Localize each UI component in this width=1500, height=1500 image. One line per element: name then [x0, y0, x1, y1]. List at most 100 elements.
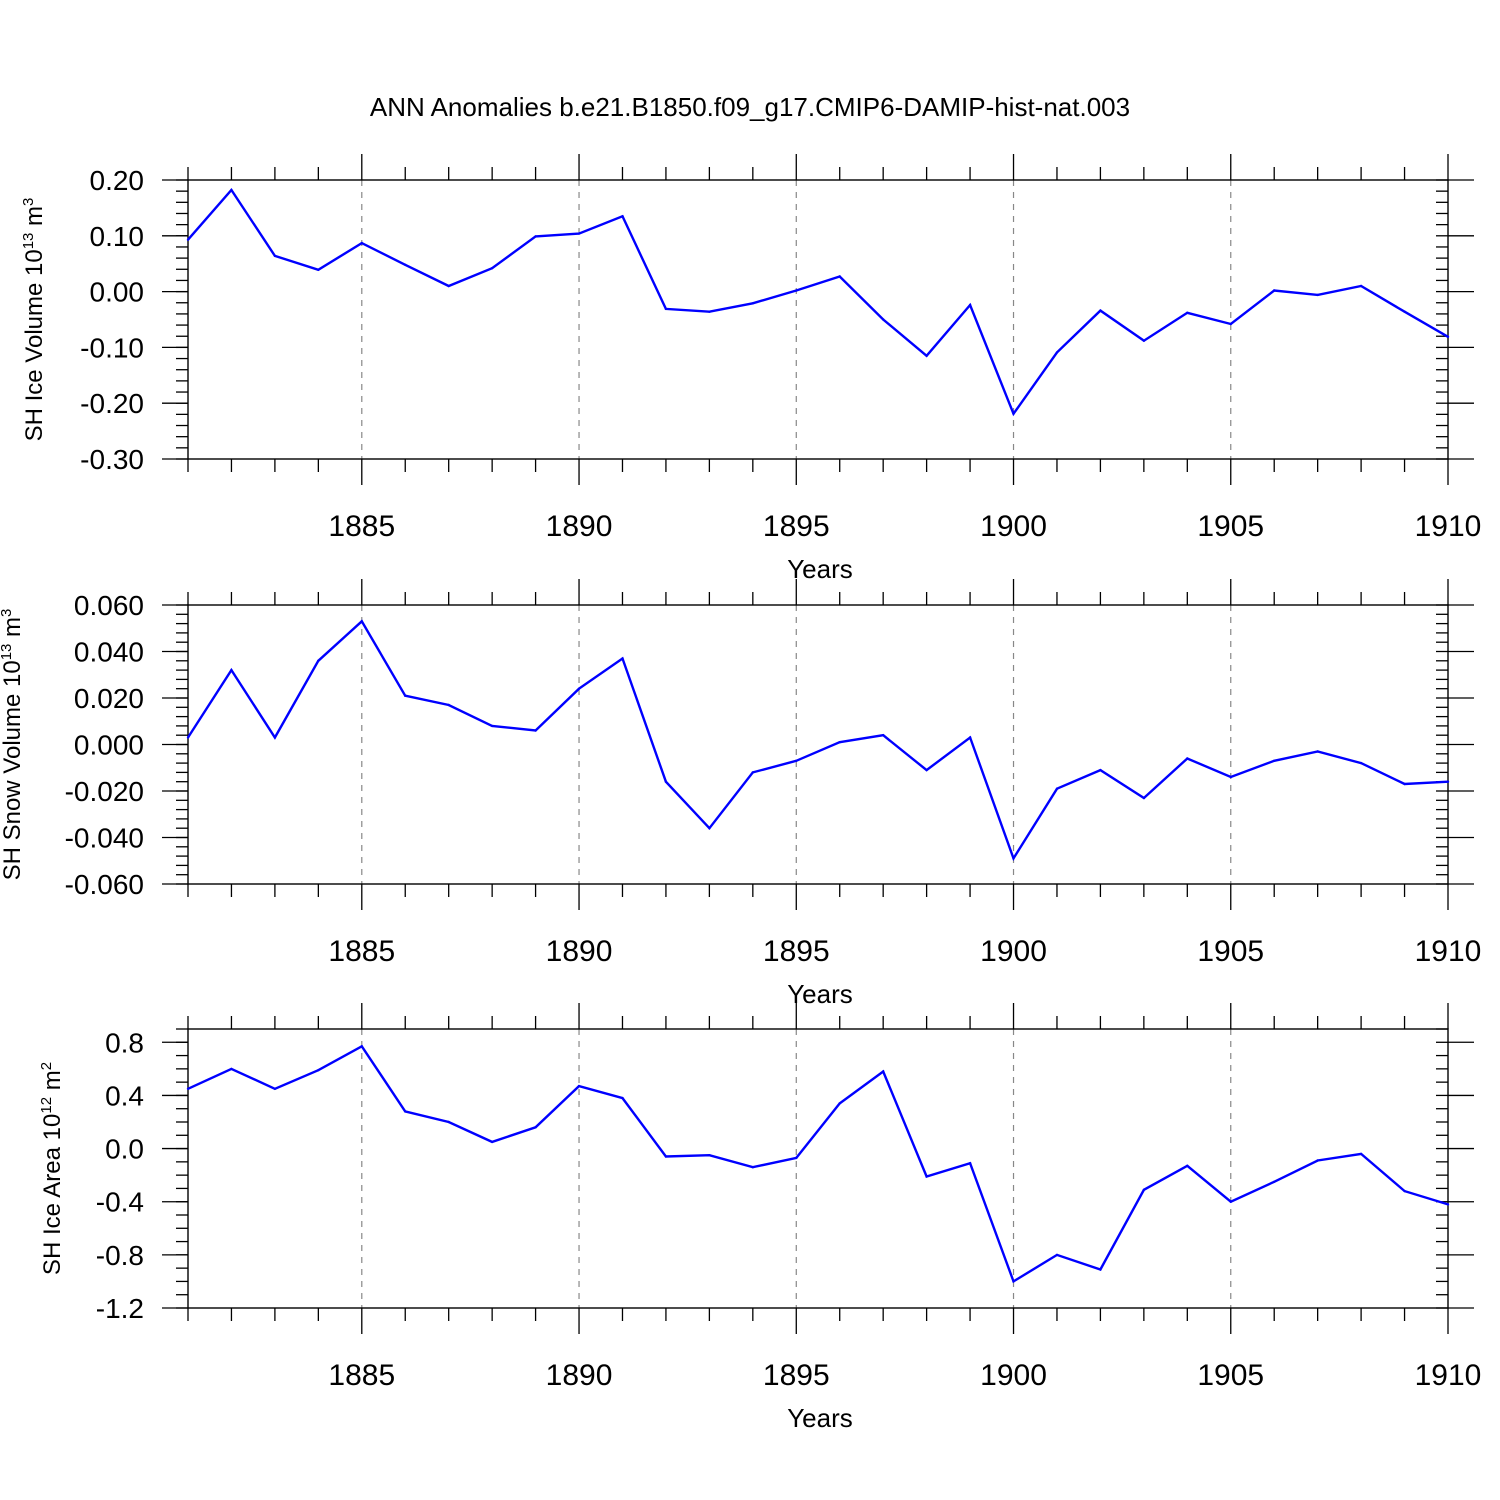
data-point	[751, 302, 754, 305]
data-point	[1316, 1159, 1319, 1162]
data-point	[1099, 768, 1102, 772]
data-point	[1316, 750, 1319, 753]
data-point	[838, 741, 841, 744]
y-tick-label: -0.20	[80, 388, 144, 419]
data-point	[1186, 1164, 1189, 1168]
data-point	[577, 1084, 581, 1088]
data-point	[1403, 782, 1406, 786]
y-tick-label: -1.2	[96, 1293, 144, 1324]
y-tick-label: 0.10	[90, 221, 145, 252]
y-axis-label: SH Snow Volume 1013 m3	[0, 609, 26, 881]
y-tick-label: 0.20	[90, 165, 145, 196]
data-point	[317, 1069, 320, 1072]
data-point	[1099, 309, 1102, 312]
data-point	[1273, 759, 1276, 762]
data-point	[577, 232, 581, 235]
data-point	[1229, 322, 1233, 326]
data-point	[1446, 1203, 1450, 1206]
data-point	[1359, 761, 1363, 765]
data-point	[1446, 780, 1450, 783]
y-axis-label: SH Ice Volume 1013 m3	[20, 198, 48, 442]
x-tick-label: 1885	[328, 1359, 395, 1392]
data-point	[1229, 775, 1233, 779]
data-point	[751, 771, 754, 774]
x-tick-label: 1905	[1197, 510, 1264, 543]
data-point	[795, 1156, 798, 1160]
data-point	[273, 736, 277, 739]
y-tick-label: 0.8	[105, 1027, 144, 1058]
data-point	[664, 307, 668, 311]
chart-panel-1: 0.20 0.10 0.00 -0.10 -0.20 -0.30 1885 1890 1895 1…	[20, 154, 1481, 584]
data-point	[1273, 1180, 1276, 1184]
data-point	[925, 768, 928, 772]
data-point	[1142, 796, 1146, 800]
data-point	[708, 827, 711, 830]
data-point	[1403, 310, 1406, 313]
data-point	[577, 687, 581, 690]
x-tick-label: 1885	[328, 935, 395, 968]
data-point	[1012, 412, 1015, 415]
y-axis-label-superscript: 3	[0, 609, 15, 617]
data-point	[838, 275, 841, 278]
y-tick-label: -0.4	[96, 1187, 144, 1218]
data-point	[1012, 1280, 1015, 1283]
x-axis-label: Years	[787, 1403, 853, 1433]
data-point	[621, 1096, 624, 1100]
data-point	[1446, 335, 1450, 338]
y-axis-label-superscript: 13	[0, 644, 15, 661]
data-point	[534, 729, 537, 732]
data-point	[1273, 289, 1276, 292]
data-point	[360, 241, 363, 245]
data-point	[1316, 293, 1319, 297]
data-point	[490, 1140, 494, 1144]
series-line	[187, 1044, 1449, 1284]
data-point	[273, 254, 277, 258]
data-point	[317, 268, 320, 271]
data-point	[447, 284, 450, 288]
data-point	[751, 1166, 754, 1169]
x-tick-label: 1910	[1415, 510, 1482, 543]
data-point	[230, 188, 233, 192]
plot-frame	[187, 179, 1449, 460]
data-point	[968, 736, 972, 739]
x-tick-label: 1900	[980, 510, 1047, 543]
y-tick-label: -0.060	[65, 869, 144, 900]
data-point	[1186, 311, 1189, 314]
data-point	[1359, 1152, 1363, 1156]
data-point	[1099, 1268, 1102, 1271]
chart-panel-2: 0.060 0.040 0.020 0.000 -0.020 -0.040 -0.060 18…	[0, 579, 1481, 1009]
data-point	[708, 1154, 711, 1157]
series-line	[187, 188, 1449, 417]
y-tick-label: 0.040	[74, 637, 144, 668]
data-point	[1186, 757, 1189, 760]
y-axis-label-text: m	[0, 617, 26, 644]
data-point	[230, 1067, 233, 1071]
data-point	[1403, 1189, 1406, 1193]
x-tick-label: 1910	[1415, 935, 1482, 968]
y-axis-label-superscript: 12	[38, 1097, 55, 1114]
data-point	[664, 1155, 668, 1158]
chart-panel-3: 0.8 0.4 0.0 -0.4 -0.8 -1.2 1885 1890 1895 1900 190…	[38, 1003, 1481, 1433]
x-tick-label: 1895	[763, 1359, 830, 1392]
data-point	[1142, 1188, 1146, 1192]
data-point	[1055, 787, 1059, 790]
data-point	[1055, 351, 1059, 354]
y-axis-label-text: m	[39, 1070, 66, 1097]
x-tick-label: 1900	[980, 935, 1047, 968]
data-point	[708, 310, 711, 313]
x-tick-label: 1885	[328, 510, 395, 543]
data-point	[186, 736, 190, 739]
data-point	[1142, 339, 1146, 342]
data-point	[1055, 1253, 1059, 1257]
y-tick-label: 0.0	[105, 1134, 144, 1165]
data-point	[925, 354, 928, 357]
y-tick-label: 0.000	[74, 730, 144, 761]
y-axis-label-superscript: 2	[38, 1062, 55, 1070]
data-point	[534, 1126, 537, 1129]
y-tick-label: -0.020	[65, 776, 144, 807]
data-point	[230, 668, 233, 672]
x-tick-label: 1895	[763, 510, 830, 543]
y-axis-label-superscript: 13	[20, 233, 37, 250]
data-point	[621, 215, 624, 218]
data-point	[882, 318, 885, 321]
